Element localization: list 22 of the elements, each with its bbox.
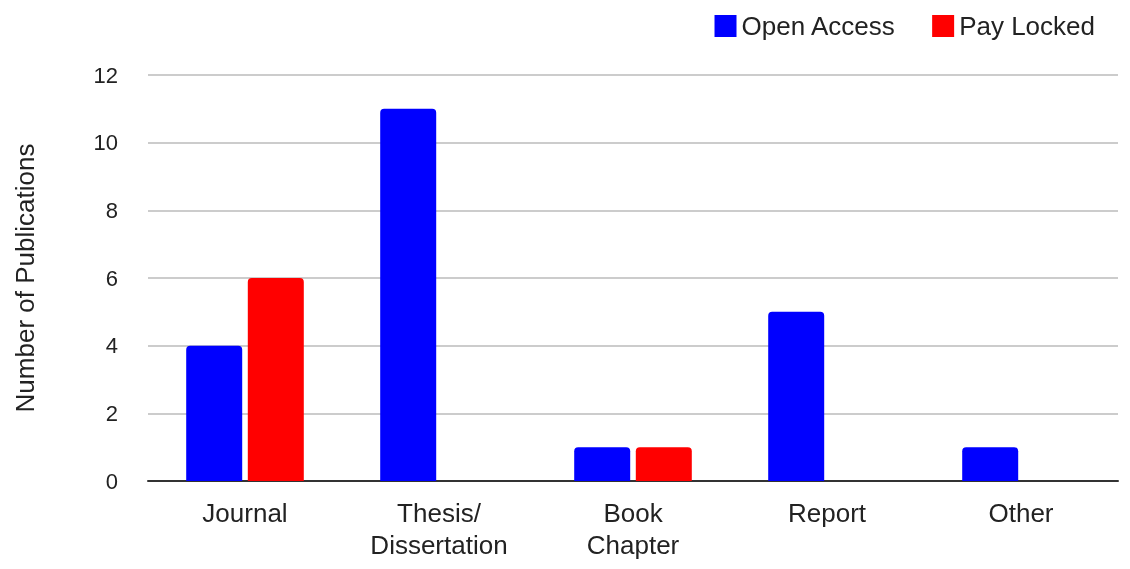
- y-tick-label: 0: [105, 468, 118, 494]
- y-tick-label: 4: [105, 333, 118, 359]
- y-axis-title: Number of Publications: [10, 143, 40, 413]
- bar: [962, 447, 1019, 481]
- x-tick-label: Report: [787, 498, 867, 528]
- bar: [635, 447, 692, 481]
- bar: [768, 311, 825, 481]
- legend-label: Open Access: [741, 11, 895, 41]
- bar: [186, 345, 243, 481]
- x-tick-label: Journal: [202, 498, 288, 528]
- y-tick-label: 10: [93, 130, 118, 156]
- y-tick-label: 2: [105, 400, 118, 426]
- x-tick-label: Thesis/Dissertation: [370, 498, 508, 560]
- legend-label: Pay Locked: [959, 11, 1096, 41]
- x-tick-label: Other: [988, 498, 1054, 528]
- y-tick-label: 6: [105, 265, 118, 291]
- bar: [380, 108, 437, 481]
- bar: [247, 278, 304, 481]
- bar: [574, 447, 631, 481]
- y-tick-label: 8: [105, 197, 118, 223]
- y-tick-label: 12: [93, 62, 118, 88]
- x-tick-label: Book Chapter: [586, 498, 680, 560]
